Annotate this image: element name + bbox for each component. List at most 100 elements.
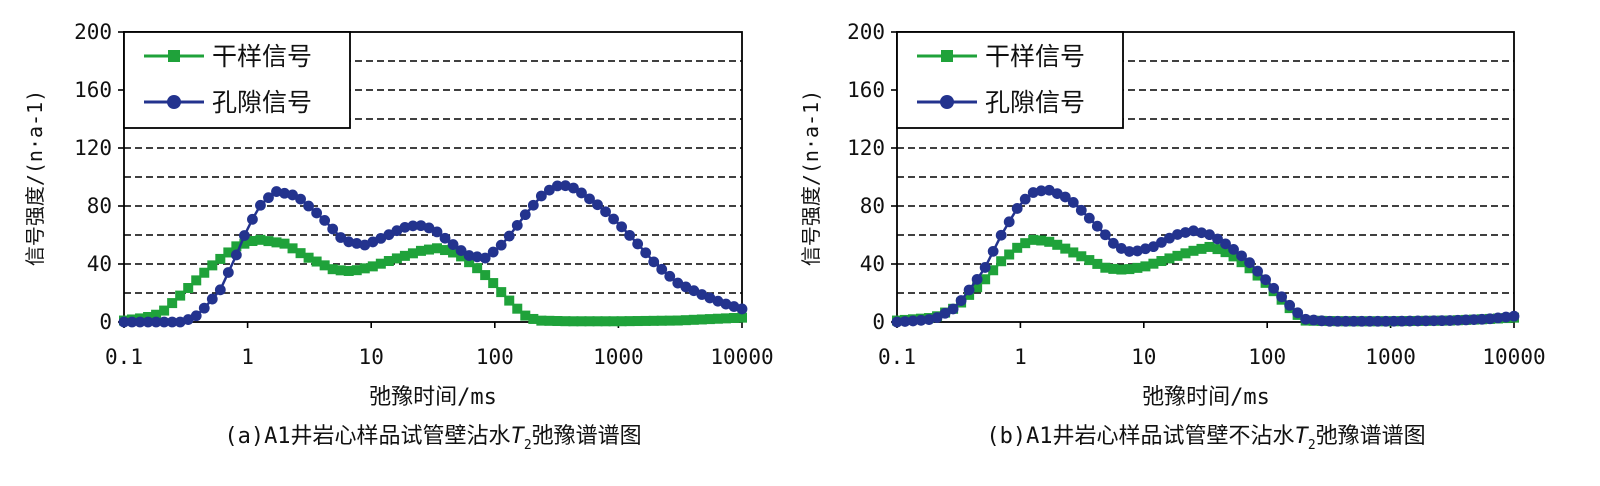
data-point-pore <box>736 303 748 315</box>
data-point-pore <box>535 190 547 202</box>
legend-marker-dry <box>941 50 953 62</box>
data-point-dry <box>223 247 234 258</box>
data-point-pore <box>1244 257 1255 269</box>
chart-b-caption: (b)A1井岩心样品试管壁不沾水T2弛豫谱谱图 <box>986 424 1425 453</box>
data-point-dry <box>1188 245 1199 256</box>
data-point-pore <box>1083 212 1095 224</box>
data-point-dry <box>159 305 170 316</box>
data-point-dry <box>423 244 434 255</box>
data-point-pore <box>1388 315 1400 327</box>
data-point-pore <box>238 230 250 241</box>
data-point-pore <box>1019 193 1031 205</box>
data-point-pore <box>1380 315 1392 327</box>
data-point-pore <box>1348 315 1360 327</box>
data-point-dry <box>600 316 611 327</box>
data-point-dry <box>488 278 499 289</box>
data-point-pore <box>915 314 927 326</box>
data-point-pore <box>247 213 258 225</box>
data-point-dry <box>1124 264 1135 275</box>
data-point-pore <box>971 273 983 285</box>
data-point-dry <box>656 315 667 326</box>
data-point-pore <box>1075 204 1087 216</box>
legend-label-pore: 孔隙信号 <box>212 88 312 117</box>
data-point-pore <box>383 229 395 241</box>
data-point-pore <box>648 256 660 268</box>
data-point-pore <box>1444 315 1456 326</box>
data-point-dry <box>375 258 386 269</box>
data-point-dry <box>327 264 338 275</box>
data-point-pore <box>351 237 363 249</box>
data-point-dry <box>737 312 747 323</box>
data-point-pore <box>1452 314 1464 326</box>
data-point-pore <box>182 314 194 325</box>
data-point-dry <box>592 316 603 327</box>
data-point-pore <box>423 222 435 234</box>
data-point-dry <box>544 315 555 326</box>
data-point-dry <box>664 315 675 326</box>
data-point-pore <box>891 316 903 328</box>
data-point-dry <box>988 265 999 276</box>
data-point-pore <box>519 209 531 221</box>
data-point-pore <box>1460 314 1472 326</box>
data-point-dry <box>1156 256 1167 267</box>
data-point-pore <box>1436 315 1448 327</box>
x-tick-label: 10 <box>359 345 384 369</box>
data-point-dry <box>552 316 563 327</box>
data-point-pore <box>1099 229 1111 241</box>
data-point-pore <box>198 302 210 314</box>
data-point-pore <box>1396 315 1408 327</box>
data-point-pore <box>471 251 483 263</box>
data-point-dry <box>1116 264 1127 275</box>
data-point-dry <box>496 287 507 298</box>
data-point-dry <box>972 282 983 293</box>
data-point-pore <box>1059 191 1071 203</box>
data-point-dry <box>1164 253 1175 264</box>
data-point-pore <box>1476 313 1488 325</box>
plot-frame <box>123 31 743 323</box>
data-point-pore <box>616 221 628 233</box>
data-point-dry <box>432 243 443 254</box>
data-point-pore <box>1340 315 1352 327</box>
data-point-dry <box>568 316 579 327</box>
data-point-pore <box>295 193 306 205</box>
data-point-dry <box>415 245 426 256</box>
data-point-pore <box>222 267 234 278</box>
data-point-pore <box>303 200 314 212</box>
data-point-pore <box>1180 227 1191 238</box>
data-point-dry <box>239 238 250 249</box>
data-point-dry <box>231 241 242 252</box>
legend-label-dry: 干样信号 <box>985 42 1085 71</box>
data-point-pore <box>1300 313 1312 325</box>
data-point-pore <box>1228 244 1239 255</box>
data-point-dry <box>440 245 451 256</box>
data-point-dry <box>303 252 314 263</box>
data-point-pore <box>447 239 459 250</box>
data-point-pore <box>995 229 1007 241</box>
x-tick-label: 1000 <box>1365 345 1416 369</box>
data-point-pore <box>979 262 991 273</box>
data-point-pore <box>287 189 298 201</box>
data-point-pore <box>134 316 146 328</box>
data-point-dry <box>456 251 467 262</box>
data-point-dry <box>1004 249 1015 260</box>
data-point-dry <box>528 313 539 324</box>
data-point-pore <box>479 252 491 264</box>
data-point-dry <box>1100 262 1111 273</box>
data-point-pore <box>190 310 202 322</box>
data-point-pore <box>672 277 684 289</box>
data-point-pore <box>1420 315 1432 327</box>
data-point-dry <box>712 313 723 324</box>
data-point-dry <box>448 247 459 258</box>
y-tick-label: 0 <box>872 310 885 334</box>
data-point-pore <box>543 184 555 196</box>
data-point-dry <box>728 313 739 324</box>
data-point-pore <box>1212 233 1223 245</box>
data-point-dry <box>1076 251 1087 262</box>
data-point-dry <box>311 256 322 267</box>
data-point-pore <box>1276 291 1288 303</box>
data-point-dry <box>1196 243 1207 254</box>
data-point-pore <box>624 229 636 241</box>
y-tick-label: 160 <box>74 78 112 102</box>
data-point-pore <box>1156 237 1167 248</box>
data-point-pore <box>142 316 154 328</box>
